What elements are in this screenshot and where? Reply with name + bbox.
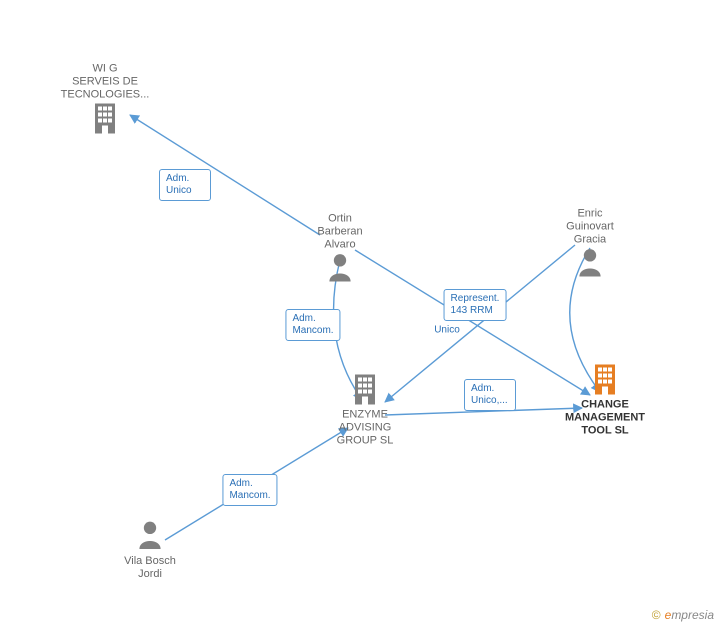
edge-label-vila-enzyme: Adm. Mancom. <box>222 474 277 506</box>
node-label: Ortin Barberan Alvaro <box>317 213 362 252</box>
node-label: CHANGE MANAGEMENT TOOL SL <box>565 399 645 438</box>
edge-label-ortin-wig: Adm. Unico <box>159 169 211 201</box>
org-network-diagram: { "type": "network", "canvas": { "width"… <box>0 0 728 630</box>
building-icon <box>588 363 622 397</box>
copyright-symbol: © <box>652 608 661 622</box>
edge-label-ortin-enzyme: Adm. Mancom. <box>285 309 340 341</box>
node-change[interactable]: CHANGE MANAGEMENT TOOL SL <box>545 363 665 438</box>
node-label: Enric Guinovart Gracia <box>566 208 614 247</box>
node-enzyme[interactable]: ENZYME ADVISING GROUP SL <box>305 373 425 448</box>
watermark: ©empresia <box>652 608 714 622</box>
person-icon <box>133 519 167 553</box>
node-label: Vila Bosch Jordi <box>124 555 176 581</box>
edge-label-fragment-unico: Unico <box>434 325 460 336</box>
node-label: WI G SERVEIS DE TECNOLOGIES... <box>61 63 150 102</box>
building-icon <box>88 102 122 136</box>
node-enric[interactable]: Enric Guinovart Gracia <box>530 208 650 283</box>
edge-label-enzyme-change: Adm. Unico,... <box>464 379 516 411</box>
node-wig[interactable]: WI G SERVEIS DE TECNOLOGIES... <box>45 63 165 138</box>
building-icon <box>348 373 382 407</box>
node-label: ENZYME ADVISING GROUP SL <box>337 409 394 448</box>
node-vila[interactable]: Vila Bosch Jordi <box>90 519 210 581</box>
node-ortin[interactable]: Ortin Barberan Alvaro <box>280 213 400 288</box>
brand-rest: mpresia <box>671 608 714 622</box>
edge-label-ortin-change: Represent. 143 RRM <box>444 289 507 321</box>
person-icon <box>323 252 357 286</box>
person-icon <box>573 247 607 281</box>
